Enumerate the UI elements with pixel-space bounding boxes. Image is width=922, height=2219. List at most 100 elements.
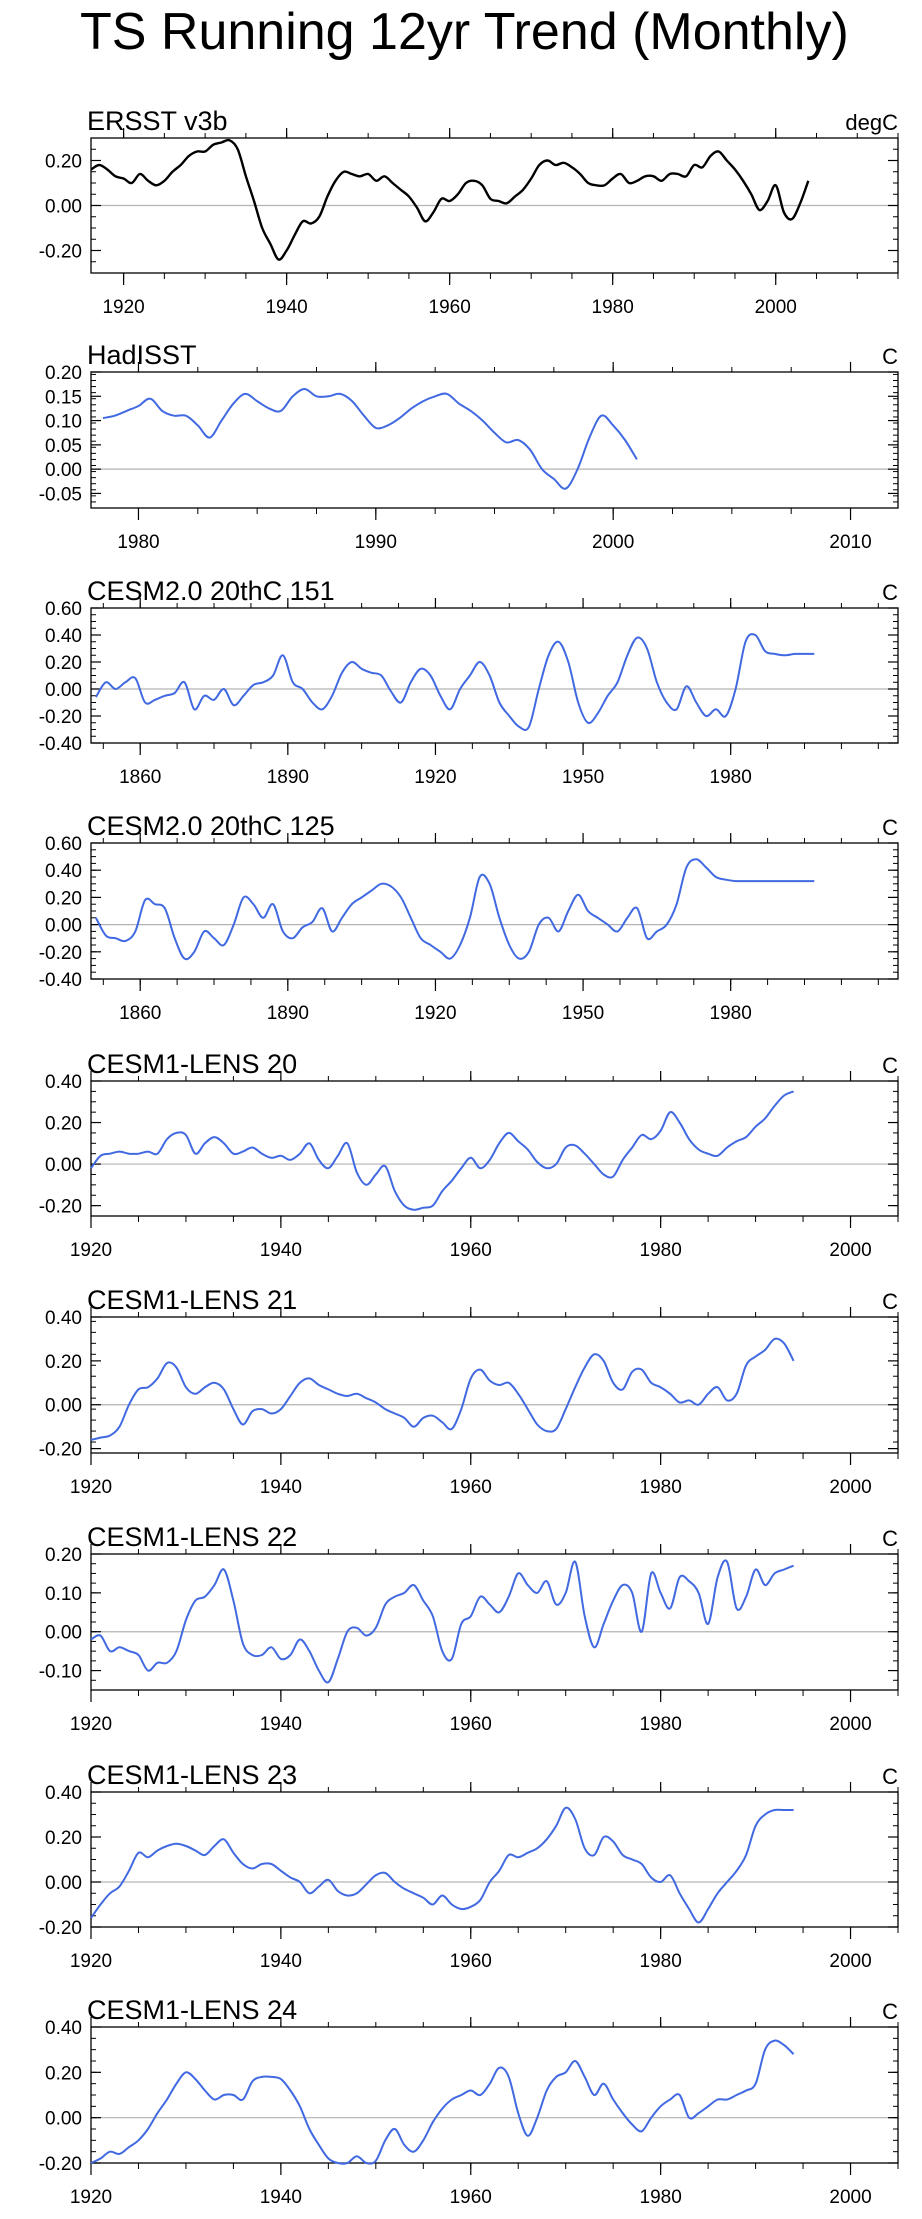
panel-unit: C — [882, 344, 898, 369]
series-line — [95, 633, 815, 732]
panel-unit: C — [882, 815, 898, 840]
y-tick-label: 0.40 — [45, 1308, 82, 1329]
x-tick-label: 2000 — [829, 1477, 871, 1498]
chart-panel-6: CESM1-LENS 21 C -0.20 0.00 0.20 0.40 1920 1940 1… — [39, 1285, 899, 1498]
plot-frame — [90, 1316, 899, 1454]
panel-title: CESM2.0 20thC 151 — [87, 576, 335, 606]
x-tick-label: 1960 — [450, 1240, 492, 1261]
y-tick-label: -0.10 — [39, 1662, 82, 1683]
x-tick-label: 2000 — [592, 532, 634, 553]
chart-panel-4: CESM2.0 20thC 125 C -0.40 -0.20 0.00 0.20 0.40… — [39, 811, 899, 1024]
series-line — [90, 1806, 794, 1924]
y-tick-label: 0.20 — [45, 1545, 82, 1566]
y-tick-label: 0.00 — [45, 1396, 82, 1417]
y-tick-label: 0.00 — [45, 2109, 82, 2130]
x-tick-label: 1920 — [70, 1714, 112, 1735]
x-tick-label: 1980 — [592, 297, 634, 318]
y-tick-label: 0.20 — [45, 1352, 82, 1373]
x-tick-label: 2010 — [829, 532, 871, 553]
y-tick-label: 0.40 — [45, 2018, 82, 2039]
x-tick-label: 1980 — [710, 1003, 752, 1024]
x-tick-label: 1980 — [640, 1714, 682, 1735]
y-tick-label: 0.15 — [45, 387, 82, 408]
panel-title: HadISST — [87, 340, 197, 370]
x-tick-label: 1940 — [260, 1951, 302, 1972]
x-tick-label: 1890 — [267, 767, 309, 788]
x-tick-label: 1990 — [355, 532, 397, 553]
y-tick-label: 0.00 — [45, 197, 82, 218]
x-tick-label: 1980 — [640, 1951, 682, 1972]
panel-unit: C — [882, 580, 898, 605]
y-tick-label: 0.20 — [45, 2063, 82, 2084]
panel-title: CESM1-LENS 21 — [87, 1285, 297, 1315]
y-tick-label: 0.05 — [45, 436, 82, 457]
y-tick-label: -0.20 — [39, 1918, 82, 1939]
x-tick-label: 1960 — [450, 1477, 492, 1498]
panel-unit: C — [882, 1999, 898, 2024]
y-tick-label: 0.00 — [45, 1873, 82, 1894]
y-tick-label: 0.00 — [45, 1155, 82, 1176]
chart-panel-2: HadISST C -0.05 0.00 0.05 0.10 0.15 0.20 1980 199… — [39, 340, 899, 553]
x-tick-label: 1920 — [414, 1003, 456, 1024]
series-line — [90, 138, 810, 261]
panel-unit: C — [882, 1526, 898, 1551]
x-tick-label: 1920 — [70, 1477, 112, 1498]
x-tick-label: 1980 — [640, 1240, 682, 1261]
x-tick-label: 2000 — [829, 1714, 871, 1735]
series-line — [102, 388, 638, 490]
plot-frame — [90, 842, 899, 980]
y-tick-label: 0.40 — [45, 1072, 82, 1093]
chart-panel-3: CESM2.0 20thC 151 C -0.40 -0.20 0.00 0.20 0.40… — [39, 576, 899, 788]
x-tick-label: 1950 — [562, 767, 604, 788]
x-tick-label: 1920 — [102, 297, 144, 318]
plot-frame — [90, 607, 899, 744]
y-tick-label: 0.40 — [45, 1783, 82, 1804]
chart-panel-9: CESM1-LENS 24 C -0.20 0.00 0.20 0.40 1920 1940 1… — [39, 1995, 899, 2208]
panel-title: CESM1-LENS 22 — [87, 1522, 297, 1552]
panel-unit: degC — [845, 110, 898, 135]
y-tick-label: 0.40 — [45, 626, 82, 647]
x-tick-label: 2000 — [829, 2187, 871, 2208]
x-tick-label: 1950 — [562, 1003, 604, 1024]
y-tick-label: -0.40 — [39, 970, 82, 991]
panel-unit: C — [882, 1289, 898, 1314]
plot-frame — [90, 371, 899, 509]
x-tick-label: 1980 — [640, 2187, 682, 2208]
x-tick-label: 1920 — [70, 1951, 112, 1972]
x-tick-label: 1980 — [640, 1477, 682, 1498]
x-tick-label: 1960 — [450, 2187, 492, 2208]
y-tick-label: -0.20 — [39, 242, 82, 263]
series-line — [90, 1090, 795, 1211]
y-tick-label: 0.20 — [45, 1114, 82, 1135]
panel-title: CESM2.0 20thC 125 — [87, 811, 335, 841]
series-line — [90, 2039, 795, 2165]
x-tick-label: 1940 — [260, 1477, 302, 1498]
y-tick-label: 0.60 — [45, 834, 82, 855]
x-tick-label: 1940 — [265, 297, 307, 318]
panel-title: CESM1-LENS 24 — [87, 1995, 297, 2025]
y-tick-label: 0.00 — [45, 460, 82, 481]
y-tick-label: -0.20 — [39, 707, 82, 728]
x-tick-label: 1940 — [260, 2187, 302, 2208]
x-tick-label: 1890 — [267, 1003, 309, 1024]
chart-panel-8: CESM1-LENS 23 C -0.20 0.00 0.20 0.40 1920 1940 1… — [39, 1760, 899, 1972]
x-tick-label: 1860 — [119, 1003, 161, 1024]
x-tick-label: 2000 — [829, 1951, 871, 1972]
x-tick-label: 1920 — [414, 767, 456, 788]
series-line — [90, 1337, 795, 1441]
y-tick-label: 0.00 — [45, 1623, 82, 1644]
panel-unit: C — [882, 1764, 898, 1789]
y-tick-label: 0.20 — [45, 888, 82, 909]
x-tick-label: 1940 — [260, 1714, 302, 1735]
figure-title: TS Running 12yr Trend (Monthly) — [80, 3, 849, 61]
x-tick-label: 1960 — [450, 1951, 492, 1972]
chart-panel-7: CESM1-LENS 22 C -0.10 0.00 0.10 0.20 1920 1940 1… — [39, 1522, 899, 1735]
panel-title: CESM1-LENS 20 — [87, 1049, 297, 1079]
plot-frame — [90, 2026, 899, 2164]
x-tick-label: 2000 — [755, 297, 797, 318]
chart-panel-5: CESM1-LENS 20 C -0.20 0.00 0.20 0.40 1920 1940 1… — [39, 1049, 899, 1261]
y-tick-label: 0.60 — [45, 599, 82, 620]
y-tick-label: 0.20 — [45, 1828, 82, 1849]
x-tick-label: 1980 — [117, 532, 159, 553]
